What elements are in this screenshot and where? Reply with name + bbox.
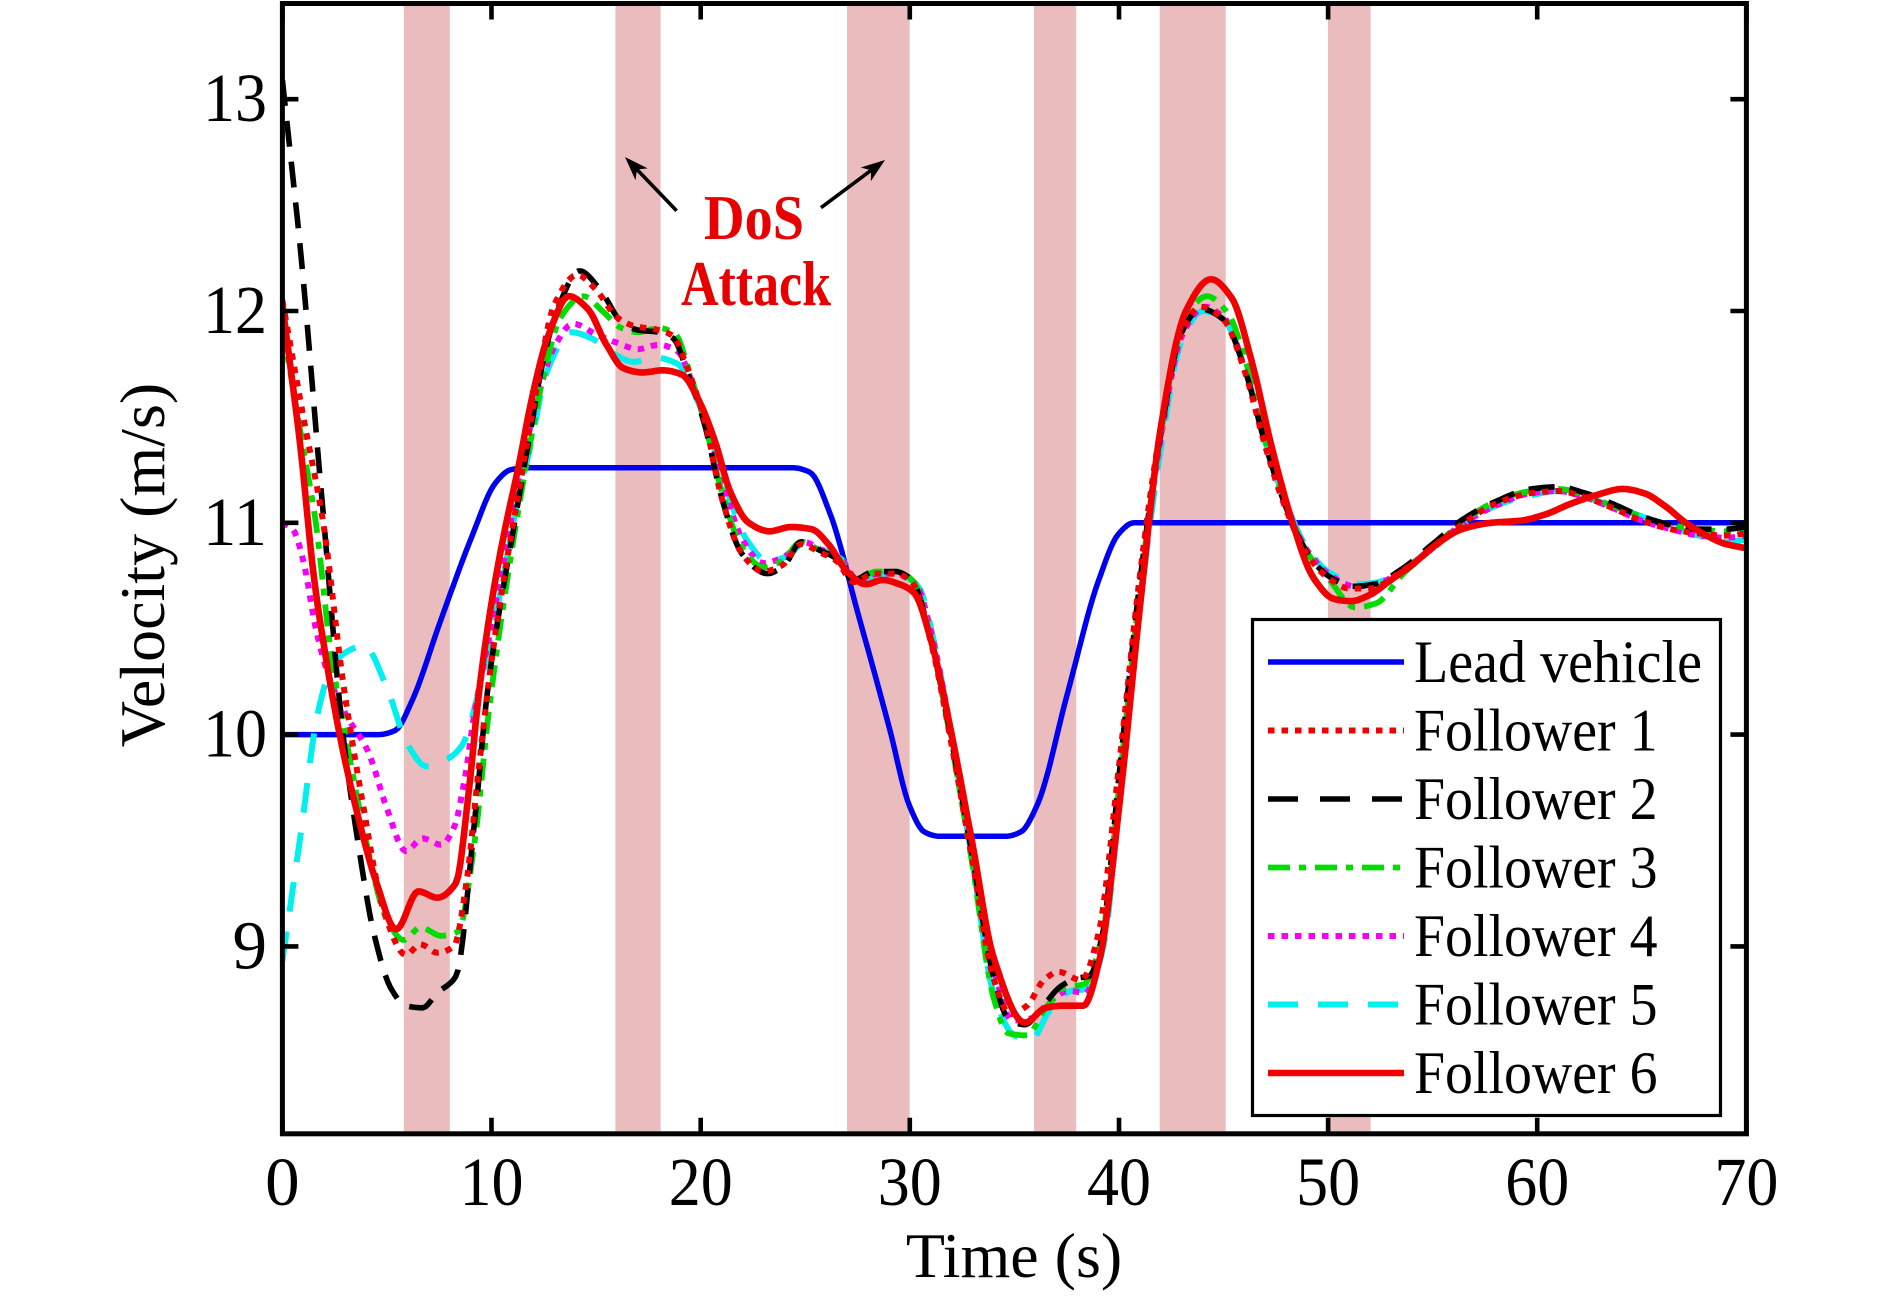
svg-text:Follower 3: Follower 3: [1414, 835, 1658, 901]
svg-text:10: 10: [460, 1144, 524, 1220]
svg-text:Follower 6: Follower 6: [1414, 1040, 1658, 1106]
svg-text:9: 9: [233, 907, 268, 983]
svg-text:0: 0: [265, 1144, 300, 1220]
svg-text:Follower 1: Follower 1: [1414, 698, 1658, 764]
svg-text:Follower 2: Follower 2: [1414, 766, 1658, 832]
svg-text:30: 30: [878, 1144, 942, 1220]
svg-text:Attack: Attack: [681, 249, 831, 319]
svg-text:60: 60: [1505, 1144, 1569, 1220]
svg-text:20: 20: [669, 1144, 733, 1220]
svg-text:DoS: DoS: [704, 183, 804, 253]
svg-text:Follower 5: Follower 5: [1414, 972, 1658, 1038]
svg-text:11: 11: [203, 484, 267, 560]
svg-text:50: 50: [1296, 1144, 1360, 1220]
svg-text:Lead vehicle: Lead vehicle: [1414, 629, 1702, 695]
svg-text:13: 13: [203, 60, 267, 136]
svg-text:Time (s): Time (s): [906, 1220, 1122, 1291]
svg-text:70: 70: [1714, 1144, 1778, 1220]
svg-text:Follower 4: Follower 4: [1414, 903, 1658, 969]
svg-text:40: 40: [1087, 1144, 1151, 1220]
svg-text:10: 10: [203, 696, 267, 772]
svg-text:12: 12: [203, 272, 267, 348]
svg-text:Velocity (m/s): Velocity (m/s): [107, 383, 178, 747]
